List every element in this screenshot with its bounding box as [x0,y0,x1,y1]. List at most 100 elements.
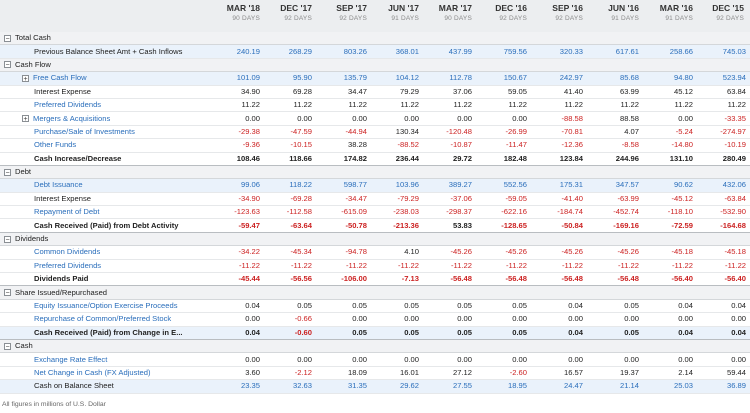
row-link[interactable]: Repayment of Debt [34,207,100,217]
row-link[interactable]: Preferred Dividends [34,100,102,110]
column-header[interactable]: DEC '17 92 DAYS [256,3,312,24]
cell-value: 27.12 [452,367,472,377]
column-header[interactable]: JUN '16 91 DAYS [583,3,639,24]
cell-value: -11.22 [451,260,472,270]
cell-value: 16.57 [563,367,583,377]
cell-value: 236.44 [395,153,419,163]
cell-value: -298.37 [446,207,472,217]
cell-value: -14.80 [671,140,693,150]
cell-value: 0.00 [352,354,367,364]
cell-value: -56.40 [671,274,693,284]
cell-value: -63.84 [724,193,747,203]
expand-toggle-icon[interactable]: + [22,74,29,83]
section-header[interactable]: − Share Issued/Repurchased [0,285,750,300]
cell-value: -56.40 [724,274,747,284]
row-link[interactable]: Common Dividends [34,247,101,257]
column-header[interactable]: MAR '18 90 DAYS [204,3,260,24]
cell-value: 4.07 [624,126,639,136]
table-row: + Free Cash Flow 101.09 95.90 135.79 104.12 11… [0,71,750,86]
cell-value: 11.22 [727,100,747,110]
column-header[interactable]: SEP '16 92 DAYS [527,3,583,24]
cell-value: -11.22 [618,260,639,270]
column-days: 92 DAYS [284,15,312,22]
section-header[interactable]: − Dividends [0,232,750,247]
cell-value: -79.29 [397,193,419,203]
row-link[interactable]: Net Change in Cash (FX Adjusted) [34,367,151,377]
cell-value: -5.24 [675,126,693,136]
section-header[interactable]: − Cash [0,339,750,354]
cell-value: -11.22 [291,260,312,270]
cell-value: -128.65 [501,220,527,230]
cell-value: 3.60 [245,367,260,377]
section-header[interactable]: − Cash Flow [0,58,750,73]
collapse-toggle-icon[interactable]: − [4,168,11,177]
column-days: 92 DAYS [555,15,583,22]
column-header[interactable]: DEC '15 92 DAYS [688,3,744,24]
cell-value: 0.05 [457,327,472,337]
cell-value: 150.67 [503,73,527,83]
collapse-toggle-icon[interactable]: − [4,34,11,43]
cell-value: -112.58 [286,207,312,217]
collapse-toggle-icon[interactable]: − [4,61,11,70]
column-header[interactable]: SEP '17 92 DAYS [311,3,367,24]
cell-value: -59.05 [505,193,527,203]
total-row: Cash Increase/Decrease 108.46 118.66 174.82… [0,152,750,166]
cell-value: 0.00 [624,314,639,324]
cell-value: 37.06 [452,86,472,96]
cell-value: 0.05 [624,327,639,337]
column-header[interactable]: MAR '17 90 DAYS [416,3,472,24]
cell-value: 0.00 [457,113,472,123]
cell-value: 11.22 [400,100,419,110]
cell-value: 11.22 [241,100,260,110]
cell-value: 90.62 [673,180,693,190]
cell-value: 0.04 [245,327,260,337]
cell-value: 0.00 [297,113,312,123]
row-link[interactable]: Purchase/Sale of Investments [34,126,135,136]
cell-value: 0.00 [512,354,527,364]
cell-value: 135.79 [343,73,367,83]
row-link[interactable]: Repurchase of Common/Preferred Stock [34,314,172,324]
collapse-toggle-icon[interactable]: − [4,342,11,351]
row-link[interactable]: Preferred Dividends [34,260,102,270]
collapse-toggle-icon[interactable]: − [4,235,11,244]
cell-value: 123.84 [559,153,583,163]
cell-value: -2.60 [509,367,527,377]
section-header[interactable]: − Total Cash [0,32,750,46]
cell-value: 0.00 [624,354,639,364]
row-link[interactable]: Mergers & Acquisitions [33,113,111,123]
collapse-toggle-icon[interactable]: − [4,289,11,298]
cell-value: 0.00 [678,354,693,364]
cell-value: 368.01 [395,46,419,56]
cell-value: 0.04 [731,301,747,310]
cell-value: 0.04 [568,301,583,310]
column-days: 90 DAYS [232,15,260,22]
table-row: Common Dividends -34.22 -45.34 -94.78 4.10 -4… [0,245,750,260]
row-link[interactable]: Equity Issuance/Option Exercise Proceeds [34,301,178,310]
cell-value: 0.00 [297,354,312,364]
cell-value: 0.04 [245,301,260,310]
cell-value: 552.56 [503,180,527,190]
section-label: Cash [15,341,33,351]
row-link[interactable]: Exchange Rate Effect [34,354,108,364]
column-header[interactable]: MAR '16 91 DAYS [637,3,693,24]
cell-value: -11.22 [506,260,527,270]
row-link[interactable]: Debt Issuance [34,180,83,190]
cell-value: 19.37 [619,367,639,377]
row-link[interactable]: Free Cash Flow [33,73,87,83]
row-label: Previous Balance Sheet Amt + Cash Inflow… [34,46,183,56]
cell-value: -11.22 [672,260,693,270]
table-row: Other Funds -9.36 -10.15 38.28 -88.52 -10.87 -… [0,138,750,153]
column-period: JUN '16 [608,3,639,13]
column-header[interactable]: JUN '17 91 DAYS [363,3,419,24]
cell-value: 108.46 [236,153,260,163]
column-header[interactable]: DEC '16 92 DAYS [471,3,527,24]
cell-value: -8.58 [621,140,639,150]
expand-toggle-icon[interactable]: + [22,115,29,124]
row-link[interactable]: Other Funds [34,140,77,150]
cell-value: 0.04 [678,327,693,337]
cell-value: -0.60 [294,327,312,337]
cell-value: -7.13 [401,274,419,284]
cell-value: -45.18 [724,247,747,257]
cell-value: -50.78 [345,220,367,230]
section-header[interactable]: − Debt [0,165,750,180]
